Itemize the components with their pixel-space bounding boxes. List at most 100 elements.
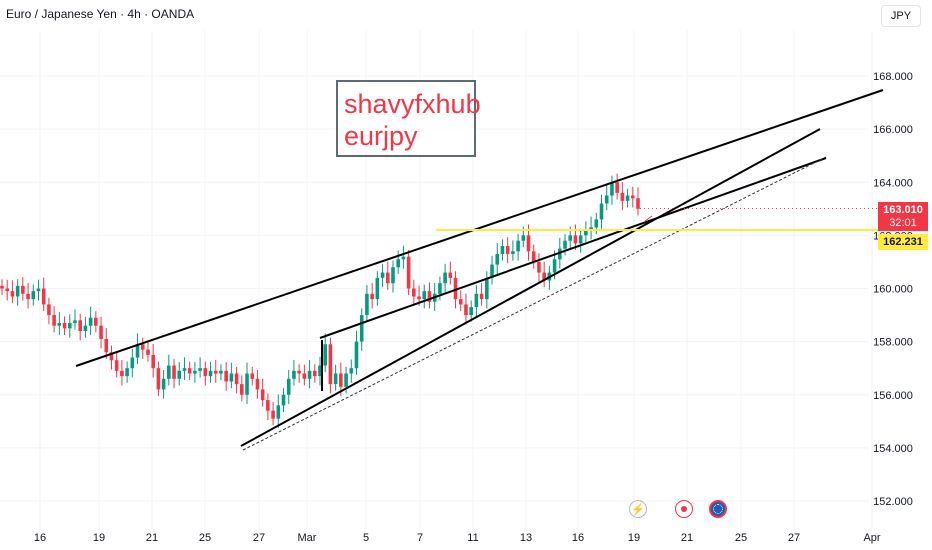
candle [219,364,223,381]
candle [620,181,625,211]
candle-body [140,344,145,350]
candle-body [26,293,30,300]
candle [213,359,218,383]
candle-body [453,277,458,300]
flash-icon[interactable]: ⚡ [629,500,647,518]
current-price-label: 163.010 [883,204,923,216]
candle-body [302,373,307,379]
candle [67,314,72,338]
candle-body [573,235,578,244]
currency-button[interactable]: JPY [881,5,921,27]
candle-body [563,240,567,249]
candle [99,316,103,349]
time-axis[interactable]: 16 19 21 25 27 Mar 5 7 11 13 16 19 21 25 27 Apr [34,532,881,544]
candle [120,359,124,386]
candle-body [120,370,124,377]
candle-body [276,405,281,419]
candle-body [594,219,599,228]
candles [0,173,640,428]
candle-body [558,248,562,260]
candle [234,366,239,394]
candle [396,250,400,274]
candle-body [52,315,56,326]
candle [21,277,25,301]
candle-body [552,259,557,273]
candle-body [589,227,593,231]
candle [584,221,588,243]
candle-body [130,357,135,369]
x-tick-label: 25 [735,532,747,544]
candle-body [41,288,46,305]
candle-body [177,370,182,379]
price-axis[interactable]: 152.000154.000156.000158.000160.000162.0… [873,71,913,508]
candle [474,285,479,317]
candle-body [213,370,218,374]
candle-body [99,325,103,339]
candle [354,330,359,375]
candle-body [599,203,604,220]
candle-body [578,235,583,244]
candle [114,351,119,378]
candle [94,311,98,333]
candle-body [625,195,630,201]
candle [531,244,536,269]
candle [15,279,20,306]
candle [302,364,307,386]
candle-body [636,198,640,209]
candle-body [344,373,348,387]
x-tick-label: 25 [199,532,211,544]
candle [62,316,67,335]
grid [0,30,873,530]
red-dot-icon[interactable] [675,500,693,518]
level-price-tag: 162.231 [878,234,928,250]
candle [422,284,427,309]
candle-body [208,370,213,377]
candle-body [36,288,41,292]
candle-body [182,368,187,371]
candle [203,361,208,386]
candle-body [94,317,98,326]
candle-body [286,378,291,395]
upper-channel-line [75,89,884,367]
candle [161,370,166,399]
candle-body [391,267,395,284]
text-annotation[interactable]: shavyfxhub eurjpy [336,80,481,157]
candle-body [21,285,25,294]
candle [187,361,192,381]
candle [240,375,244,402]
candle-body [0,285,4,289]
candle-body [443,272,447,284]
dashed-trendline [242,156,827,451]
candle-body [161,378,166,390]
candle-body [380,272,385,278]
candle-body [375,277,380,300]
symbol-title[interactable]: Euro / Japanese Yen · 4h · OANDA [6,7,195,21]
candle [229,362,234,389]
projection-mark [644,215,653,222]
globe-flag-icon[interactable] [709,500,727,518]
candle [458,290,463,312]
candle-body [255,378,260,390]
x-tick-label: 19 [93,532,105,544]
candle [182,357,187,381]
candle-body [57,323,62,326]
candle-body [318,365,322,377]
candle-body [62,323,67,329]
x-tick-label: Apr [863,532,880,544]
candle [156,361,161,397]
drawings[interactable] [75,89,884,451]
candle [333,364,338,391]
candle-body [333,373,338,385]
candle-body [167,365,171,379]
y-tick-label: 156.000 [873,390,913,402]
candle-body [193,370,197,374]
candle [146,340,150,362]
candle-body [469,307,473,316]
candle [427,282,432,309]
candle-body [537,261,541,273]
x-tick-label: 7 [417,532,423,544]
candle [193,362,197,383]
candle [245,362,249,405]
candle-body [438,283,442,294]
